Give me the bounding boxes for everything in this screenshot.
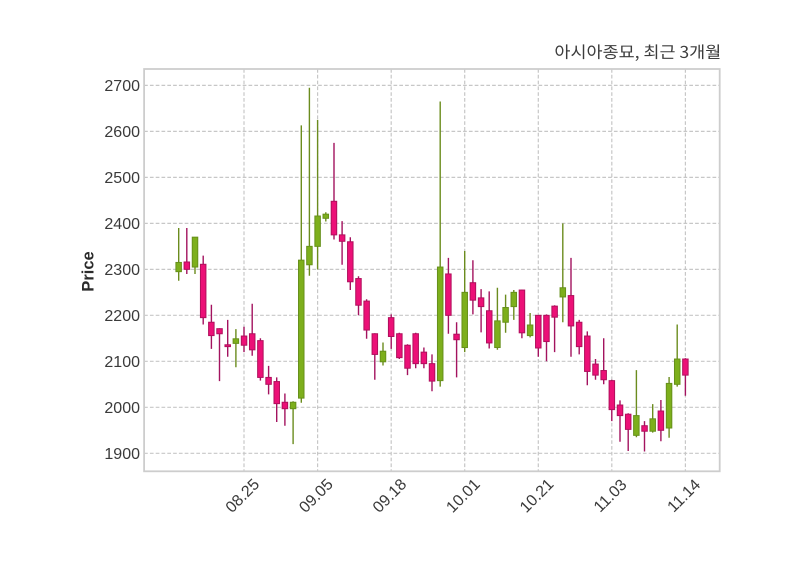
svg-text:1900: 1900 <box>104 446 140 463</box>
svg-text:2600: 2600 <box>104 124 140 141</box>
svg-text:2400: 2400 <box>104 216 140 233</box>
svg-text:2300: 2300 <box>104 262 140 279</box>
svg-text:2100: 2100 <box>104 354 140 371</box>
svg-text:2700: 2700 <box>104 78 140 95</box>
svg-text:2200: 2200 <box>104 308 140 325</box>
svg-text:Price: Price <box>79 251 97 291</box>
svg-text:2500: 2500 <box>104 170 140 187</box>
svg-text:2000: 2000 <box>104 400 140 417</box>
